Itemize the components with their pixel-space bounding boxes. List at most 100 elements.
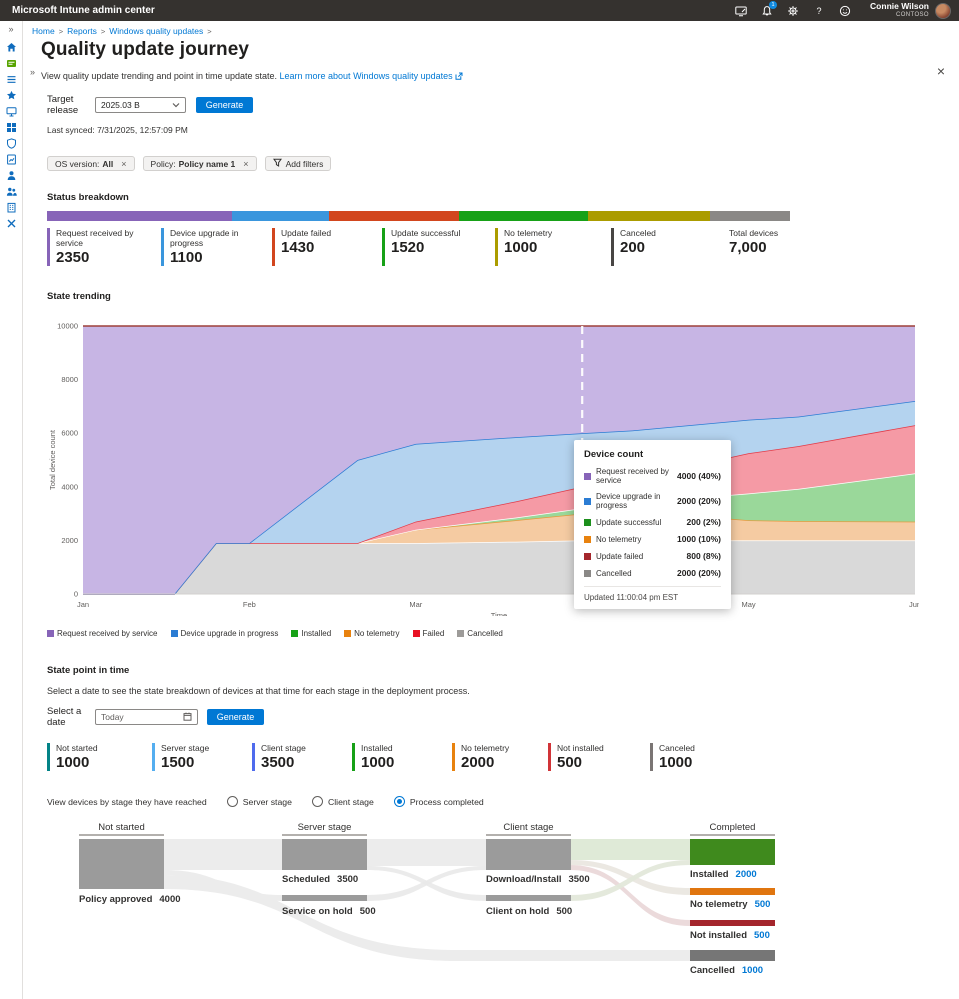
sidebar-item-tenant-administration[interactable]	[0, 199, 22, 215]
sidebar-item-dashboard[interactable]	[0, 55, 22, 71]
filter-funnel-icon	[272, 158, 286, 169]
legend-swatch	[344, 630, 352, 637]
svg-text:Time: Time	[491, 611, 507, 616]
svg-text:10000: 10000	[57, 322, 78, 331]
page-title: Quality update journey	[41, 39, 250, 60]
svg-text:0: 0	[74, 590, 78, 599]
remove-filter-icon[interactable]: ×	[243, 158, 249, 169]
node-no-telemetry	[690, 888, 775, 895]
sidebar-item-favorites[interactable]	[0, 87, 22, 103]
add-filters-button[interactable]: Add filters	[264, 156, 332, 171]
filter-pill-policy[interactable]: Policy: Policy name 1 ×	[142, 156, 257, 171]
breadcrumb-reports[interactable]: Reports	[67, 26, 97, 36]
radio-icon[interactable]	[311, 796, 323, 807]
cloud-pc-icon[interactable]	[728, 0, 754, 21]
account-info[interactable]: Connie Wilson CONTOSO	[870, 1, 929, 19]
sankey-stage-client: Client stage	[503, 822, 554, 833]
sidebar-item-home[interactable]	[0, 39, 22, 55]
breadcrumb-separator: >	[100, 26, 106, 36]
state-trending-chart: 0200040006000800010000JanFebMarAprMayJun…	[48, 322, 921, 621]
state-trending-chart-wrap: 0200040006000800010000JanFebMarAprMayJun…	[47, 314, 921, 621]
label-no-telemetry: No telemetry 500	[690, 899, 771, 910]
generate-button[interactable]: Generate	[196, 97, 253, 113]
legend-swatch	[584, 552, 591, 560]
status-breakdown-heading: Status breakdown	[47, 192, 129, 203]
radio-icon[interactable]	[226, 796, 238, 807]
avatar[interactable]	[935, 2, 951, 19]
sidebar-item-reports[interactable]	[0, 151, 22, 167]
stat-update-failed: Update failed 1430	[272, 228, 382, 266]
svg-text:Feb: Feb	[243, 600, 256, 609]
target-release-label: Target release	[47, 94, 79, 116]
breadcrumb-separator: >	[207, 26, 212, 36]
svg-text:Jan: Jan	[77, 600, 89, 609]
sidebar-item-endpoint-security[interactable]	[0, 135, 22, 151]
legend-swatch	[457, 630, 465, 637]
calendar-icon	[183, 712, 192, 723]
label-installed: Installed 2000	[690, 869, 757, 880]
filter-pill-os-version[interactable]: OS version: All ×	[47, 156, 135, 171]
node-cancelled	[690, 950, 775, 961]
bar-segment-request-received	[47, 211, 232, 221]
stat-update-successful: Update successful 1520	[382, 228, 495, 266]
breadcrumb: Home > Reports > Windows quality updates…	[32, 21, 959, 36]
learn-more-link[interactable]: Learn more about Windows quality updates	[279, 71, 453, 81]
sidebar-item-troubleshooting[interactable]	[0, 215, 22, 231]
target-release-select[interactable]: 2025.03 B	[95, 97, 186, 113]
close-icon[interactable]: ×	[936, 63, 945, 79]
deployment-sankey: Not started Server stage Client stage Co…	[47, 822, 847, 997]
stat-canceled-pit: Canceled 1000	[650, 743, 740, 771]
legend-swatch	[584, 497, 591, 505]
chart-legend: Request received by service Device upgra…	[47, 629, 959, 638]
feedback-smiley-icon[interactable]	[832, 0, 858, 21]
bar-segment-no-telemetry	[587, 211, 710, 221]
settings-gear-icon[interactable]	[780, 0, 806, 21]
remove-filter-icon[interactable]: ×	[121, 158, 127, 169]
last-synced: Last synced: 7/31/2025, 12:57:09 PM	[47, 125, 188, 135]
stat-request-received: Request received by service 2350	[47, 228, 161, 266]
sankey-stage-not-started: Not started	[98, 822, 145, 833]
node-policy-approved	[79, 839, 164, 889]
date-input[interactable]: Today	[95, 709, 198, 725]
svg-text:Mar: Mar	[409, 600, 422, 609]
svg-text:4000: 4000	[61, 482, 78, 491]
state-trending-heading: State trending	[47, 291, 111, 302]
notification-badge: 1	[769, 1, 778, 9]
svg-text:8000: 8000	[61, 375, 78, 384]
status-breakdown-stats: Request received by service 2350 Device u…	[47, 228, 959, 266]
bar-segment-upgrade-in-progress	[232, 211, 330, 221]
label-download-install: Download/Install 3500	[486, 874, 590, 885]
sidebar-item-users[interactable]	[0, 167, 22, 183]
chevron-down-icon	[172, 100, 180, 110]
svg-text:6000: 6000	[61, 429, 78, 438]
node-client-on-hold	[486, 895, 571, 901]
node-not-installed	[690, 920, 775, 926]
label-service-on-hold: Service on hold 500	[282, 906, 376, 917]
sankey-flows	[164, 839, 690, 961]
select-date-label: Select a date	[47, 706, 82, 728]
stat-not-started: Not started 1000	[47, 743, 152, 771]
radio-icon-selected[interactable]	[393, 796, 405, 807]
node-installed	[690, 839, 775, 865]
state-point-in-time-heading: State point in time	[47, 665, 130, 676]
legend-swatch	[291, 630, 299, 637]
help-icon[interactable]: ?	[816, 5, 822, 16]
sidebar-item-apps[interactable]	[0, 119, 22, 135]
legend-swatch	[584, 518, 591, 526]
notifications-bell-icon[interactable]: 1	[754, 0, 780, 21]
sidebar-item-groups[interactable]	[0, 183, 22, 199]
label-policy-approved: Policy approved 4000	[79, 894, 181, 905]
sidebar-item-devices[interactable]	[0, 103, 22, 119]
stat-upgrade-in-progress: Device upgrade in progress 1100	[161, 228, 272, 266]
state-point-in-time-description: Select a date to see the state breakdown…	[47, 686, 470, 696]
chart-tooltip: Device count Request received by service…	[574, 440, 731, 609]
panel-expand-icon[interactable]: »	[30, 67, 36, 77]
sidebar-expand-icon[interactable]: »	[8, 24, 14, 34]
radio-client-stage[interactable]: Client stage	[311, 796, 374, 807]
radio-process-completed[interactable]: Process completed	[393, 796, 484, 807]
generate-date-button[interactable]: Generate	[207, 709, 264, 725]
sidebar-item-all-services[interactable]	[0, 71, 22, 87]
radio-server-stage[interactable]: Server stage	[226, 796, 292, 807]
breadcrumb-windows-quality-updates[interactable]: Windows quality updates	[109, 26, 204, 36]
breadcrumb-home[interactable]: Home	[32, 26, 55, 36]
